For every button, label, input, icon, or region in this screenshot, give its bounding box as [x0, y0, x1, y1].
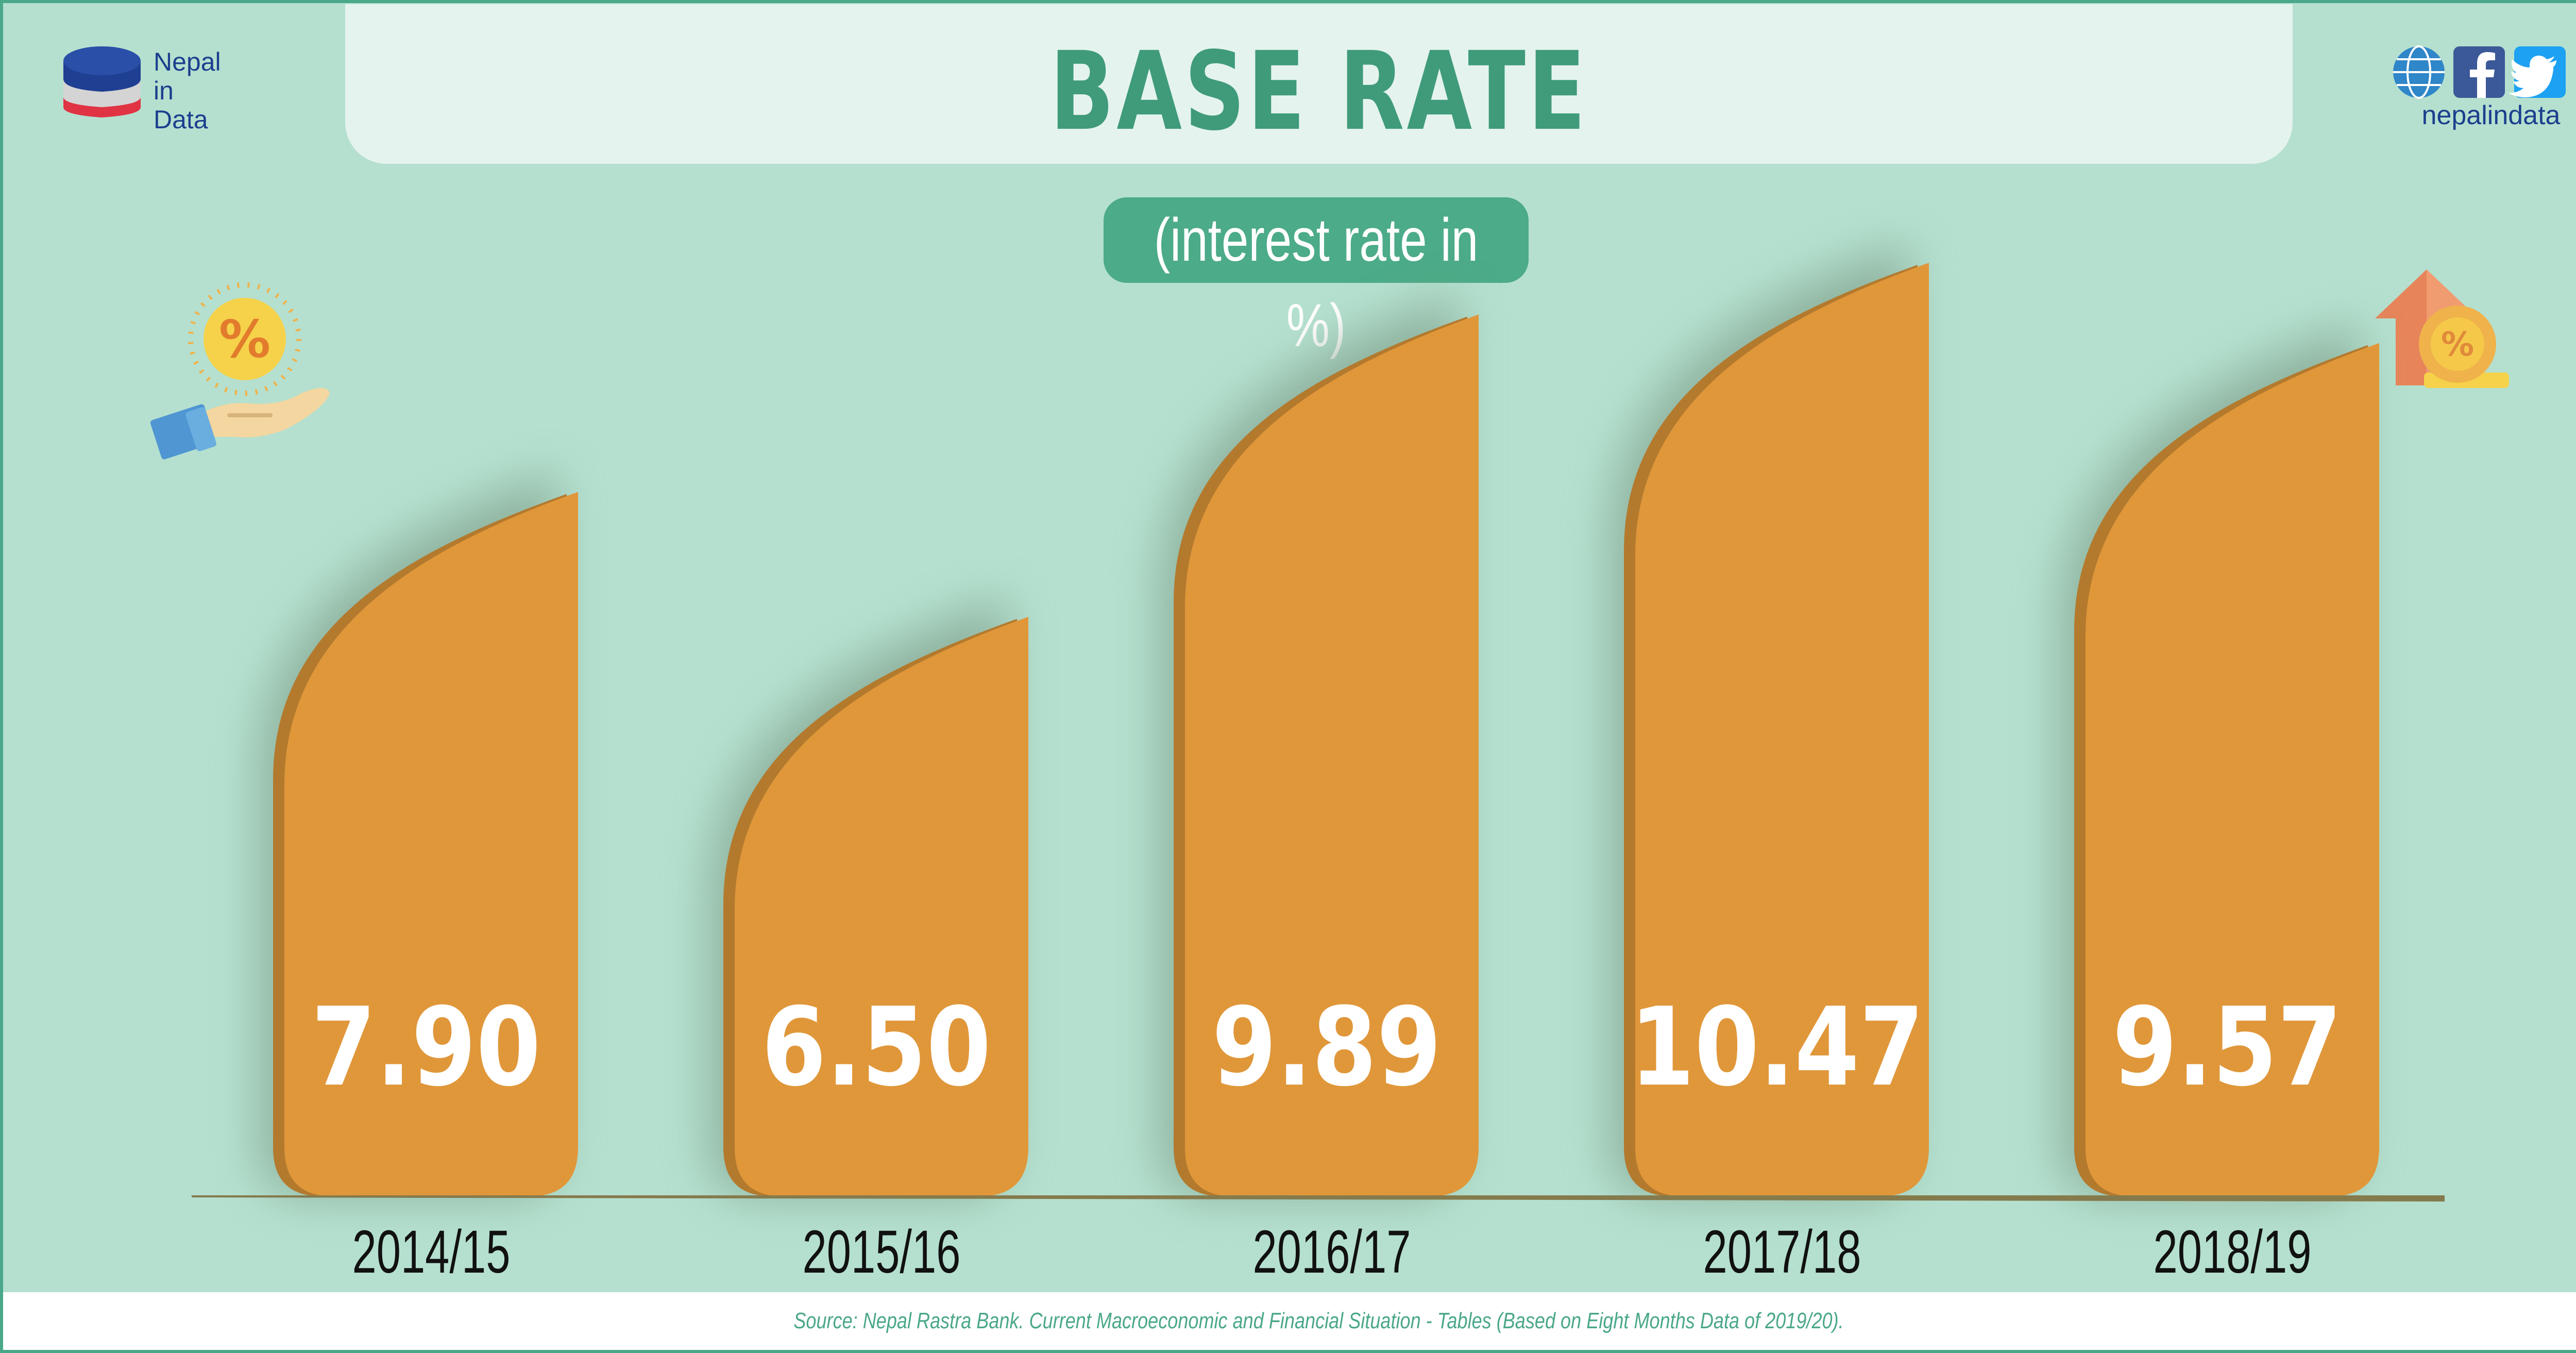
svg-text:%: % — [219, 309, 270, 369]
x-axis-baseline — [192, 1195, 2445, 1202]
bar-2018/19 — [2086, 343, 2379, 1197]
bar-2017/18 — [1635, 263, 1929, 1196]
nepal-in-data-logo-icon — [63, 46, 141, 117]
value-label-2015/16: 6.50 — [761, 985, 991, 1110]
logo-text: Nepal in Data — [154, 47, 221, 134]
category-label-2018/19: 2018/19 — [2153, 1217, 2311, 1286]
chart-subtitle: (interest rate in %) — [1154, 206, 1479, 360]
value-label-2014/15: 7.90 — [311, 985, 541, 1110]
value-label-2018/19: 9.57 — [2112, 985, 2342, 1110]
page-title: BASE RATE — [1049, 28, 1588, 155]
title-banner — [345, 4, 2293, 164]
value-label-2016/17: 9.89 — [1212, 985, 1442, 1110]
value-label-2017/18: 10.47 — [1630, 985, 1924, 1110]
hand-coin-illustration: % — [150, 282, 330, 460]
category-label-2015/16: 2015/16 — [802, 1217, 960, 1286]
footer-bar — [3, 1292, 2576, 1350]
globe-www-icon[interactable] — [2393, 45, 2445, 99]
bar-2014/15 — [284, 492, 578, 1197]
category-label-2016/17: 2016/17 — [1252, 1217, 1411, 1286]
bars-layer — [259, 242, 2379, 1197]
source-note: Source: Nepal Rastra Bank. Current Macro… — [793, 1308, 1844, 1333]
social-handle: nepalindata — [2421, 100, 2561, 130]
bar-2015/16 — [735, 617, 1028, 1196]
facebook-icon[interactable] — [2453, 46, 2505, 98]
category-label-2014/15: 2014/15 — [352, 1217, 510, 1286]
twitter-icon[interactable] — [2508, 46, 2566, 98]
category-label-2017/18: 2017/18 — [1703, 1217, 1861, 1286]
percent-coin-icon: % — [188, 282, 301, 396]
hand-icon — [150, 388, 330, 460]
house-coin-illustration: % — [2375, 269, 2509, 388]
bar-2016/17 — [1185, 314, 1479, 1197]
svg-text:%: % — [2441, 326, 2474, 364]
subtitle-pill — [1104, 197, 1529, 283]
labels-layer: 7.90 2014/15 6.50 2015/16 9.89 2016/17 10.47 20… — [311, 985, 2342, 1286]
coin-stack-icon: % — [2419, 306, 2509, 388]
social-icons — [2393, 45, 2566, 99]
